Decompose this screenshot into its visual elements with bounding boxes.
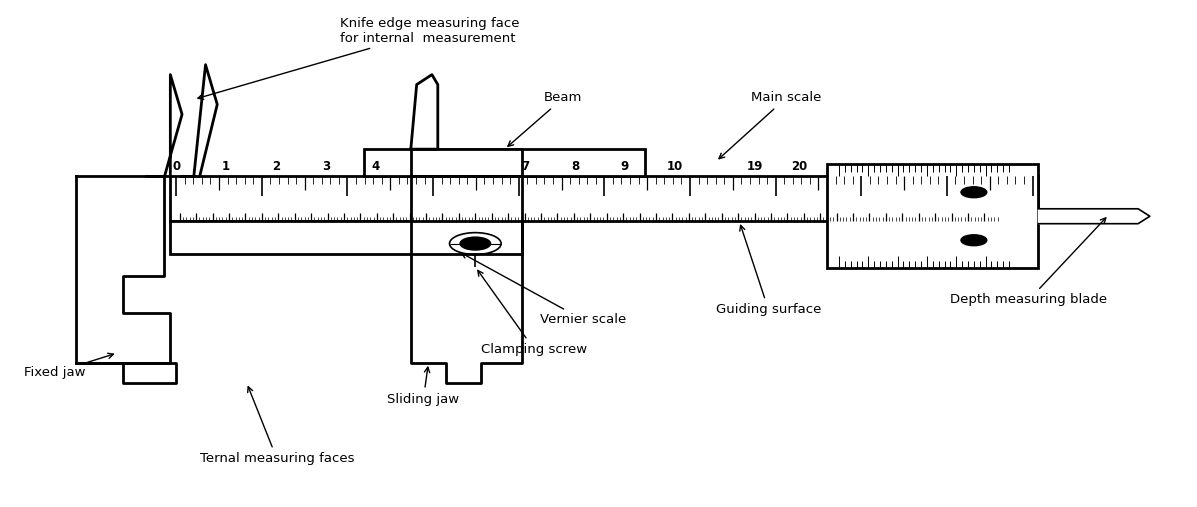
Bar: [170, 176, 1038, 221]
Polygon shape: [411, 149, 522, 176]
Text: Clamping screw: Clamping screw: [478, 270, 588, 356]
Bar: [364, 149, 645, 176]
Text: 8: 8: [571, 160, 579, 172]
Text: Ternal measuring faces: Ternal measuring faces: [200, 387, 354, 465]
Text: 3: 3: [322, 160, 330, 172]
Text: 7: 7: [521, 160, 529, 172]
Text: 1: 1: [221, 160, 230, 172]
Polygon shape: [411, 75, 438, 149]
Text: Fixed jaw: Fixed jaw: [24, 353, 114, 379]
Text: 4: 4: [371, 160, 379, 172]
Text: Knife edge measuring face
for internal  measurement: Knife edge measuring face for internal m…: [198, 17, 519, 99]
Polygon shape: [411, 176, 522, 383]
Bar: [170, 221, 522, 254]
Text: Vernier scale: Vernier scale: [462, 253, 626, 326]
Polygon shape: [77, 363, 176, 383]
Text: 19: 19: [746, 160, 762, 172]
Text: 6: 6: [472, 160, 480, 172]
Polygon shape: [147, 75, 182, 176]
Text: 2: 2: [272, 160, 280, 172]
Polygon shape: [77, 176, 170, 363]
Circle shape: [961, 187, 986, 198]
Text: Depth measuring blade: Depth measuring blade: [950, 218, 1107, 306]
Bar: [827, 164, 1038, 268]
Polygon shape: [1038, 209, 1150, 224]
Text: Main scale: Main scale: [719, 91, 821, 159]
Text: 5: 5: [421, 160, 430, 172]
Text: 9: 9: [621, 160, 628, 172]
Text: Beam: Beam: [508, 91, 583, 147]
Text: 10: 10: [667, 160, 682, 172]
Text: Sliding jaw: Sliding jaw: [388, 367, 460, 406]
Text: 0: 0: [172, 160, 181, 172]
Text: 20: 20: [791, 160, 807, 172]
Circle shape: [961, 235, 986, 246]
Text: Guiding surface: Guiding surface: [716, 225, 821, 316]
Circle shape: [460, 237, 491, 250]
Polygon shape: [182, 65, 217, 176]
